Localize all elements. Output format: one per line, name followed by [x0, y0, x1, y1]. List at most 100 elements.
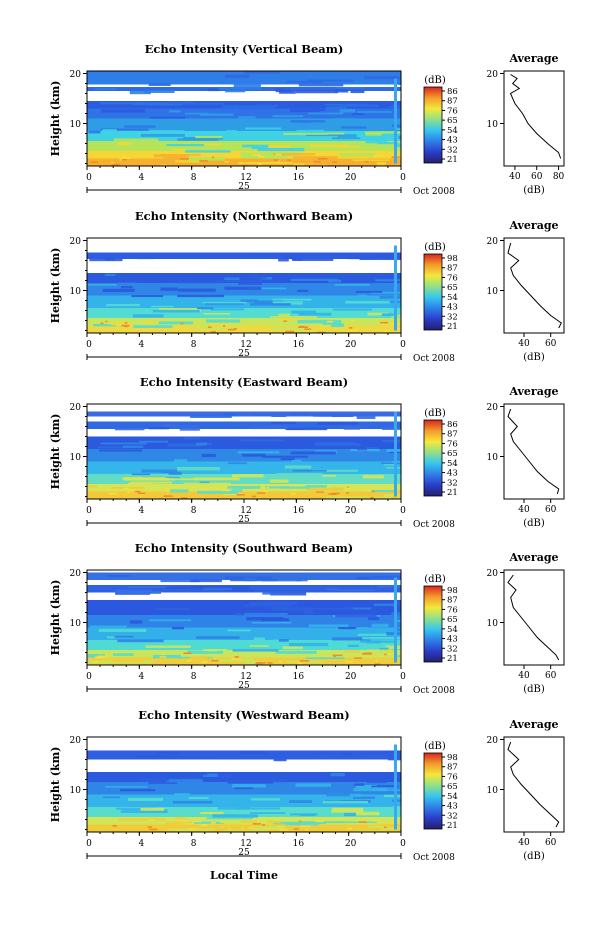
x-tick-label: 0 — [400, 672, 406, 682]
average-title: Average — [508, 219, 558, 232]
echo-speckle — [383, 330, 390, 332]
echo-speckle — [397, 497, 401, 499]
echo-streak — [133, 325, 173, 328]
echo-speckle — [347, 486, 350, 489]
echo-streak — [339, 425, 369, 428]
echo-streak — [380, 462, 401, 465]
echo-speckle — [115, 324, 121, 327]
echo-streak — [356, 576, 371, 580]
echo-streak — [357, 294, 367, 297]
echo-streak — [143, 90, 175, 93]
edge-strip — [394, 78, 397, 164]
echo-streak — [378, 320, 398, 322]
echo-speckle — [256, 492, 266, 494]
echo-streak — [332, 137, 361, 140]
echo-streak — [168, 471, 182, 475]
echo-streak — [160, 578, 200, 583]
echo-streak — [365, 447, 379, 449]
echo-streak — [344, 497, 368, 499]
echo-speckle — [90, 161, 99, 163]
echo-streak — [240, 299, 259, 303]
echo-layer — [87, 101, 401, 109]
echo-streak — [244, 612, 288, 616]
echo-streak — [198, 143, 222, 146]
average-frame — [503, 70, 565, 167]
edge-strip — [394, 744, 397, 830]
colorbar-unit: (dB) — [424, 75, 446, 86]
echo-speckle — [183, 652, 192, 655]
colorbar-unit: (dB) — [424, 242, 446, 253]
echo-streak — [118, 591, 161, 594]
echo-streak — [391, 124, 401, 128]
day-label: 25 — [238, 349, 250, 359]
echo-streak — [317, 821, 326, 825]
echo-streak — [148, 427, 169, 430]
echo-streak — [232, 784, 266, 788]
echo-streak — [329, 414, 371, 416]
echo-streak — [376, 254, 392, 257]
echo-streak — [199, 113, 234, 116]
echo-streak — [247, 254, 285, 258]
average-title: Average — [508, 52, 558, 65]
echo-speckle — [255, 662, 263, 665]
echo-speckle — [201, 661, 208, 663]
echo-streak — [187, 650, 223, 654]
echo-speckle — [347, 827, 353, 830]
colorbar-tick-label: 98 — [447, 753, 458, 763]
echo-streak — [92, 830, 106, 832]
colorbar-tick-label: 32 — [447, 145, 458, 155]
echo-streak — [278, 639, 289, 642]
echo-speckle — [188, 828, 197, 830]
echo-streak — [209, 323, 230, 327]
echo-streak — [297, 120, 311, 123]
echo-streak — [270, 592, 307, 596]
echo-streak — [132, 314, 164, 318]
echo-streak — [371, 576, 401, 579]
echo-streak — [118, 818, 166, 821]
echo-speckle — [252, 154, 261, 156]
echo-speckle — [211, 659, 219, 662]
echo-speckle — [346, 487, 350, 490]
echo-streak — [227, 782, 274, 784]
echo-speckle — [354, 657, 362, 659]
echo-speckle — [221, 489, 229, 492]
echo-streak — [97, 446, 134, 449]
echo-speckle — [384, 653, 387, 656]
echo-streak — [365, 141, 388, 144]
echo-streak — [270, 425, 288, 429]
echo-streak — [110, 661, 153, 664]
average-x-label: (dB) — [523, 185, 545, 196]
colorbar-tick-label: 21 — [447, 155, 458, 165]
echo-streak — [253, 657, 263, 661]
edge-strip — [394, 577, 397, 663]
average-x-tick-label: 60 — [545, 505, 557, 515]
echo-streak — [140, 807, 165, 811]
echo-streak — [395, 128, 401, 131]
echo-streak — [202, 442, 212, 446]
echo-speckle — [211, 156, 215, 159]
echo-streak — [271, 607, 312, 611]
colorbar-tick-label: 21 — [447, 488, 458, 498]
echo-streak — [399, 497, 401, 499]
echo-streak — [212, 814, 259, 818]
x-tick-label: 12 — [240, 506, 251, 516]
echo-speckle — [287, 159, 292, 161]
echo-streak — [337, 134, 357, 138]
echo-speckle — [234, 328, 237, 330]
echo-speckle — [252, 823, 262, 825]
average-profile-line — [507, 242, 562, 329]
echo-streak — [127, 797, 164, 801]
echo-speckle — [122, 324, 130, 327]
average-x-tick-label: 80 — [553, 172, 565, 182]
x-tick-label: 4 — [138, 672, 144, 682]
echo-streak — [172, 800, 213, 804]
echo-streak — [303, 610, 315, 614]
echo-streak — [362, 475, 384, 479]
echo-streak — [267, 820, 282, 824]
echo-streak — [345, 300, 390, 304]
echo-streak — [298, 83, 344, 87]
echo-streak — [205, 319, 241, 323]
echo-streak — [310, 144, 347, 147]
echo-streak — [143, 660, 155, 662]
echo-streak — [221, 830, 268, 832]
